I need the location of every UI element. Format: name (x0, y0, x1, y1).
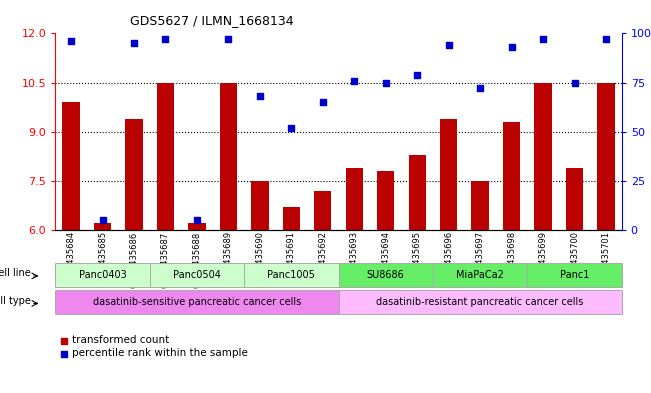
Point (129, 40, 139, 46)
Bar (283, 207, 300, 230)
Point (223, 36, 234, 42)
Point (255, 93, 265, 99)
Bar (62, 102, 79, 230)
Point (569, 79, 579, 86)
Text: Panc0504: Panc0504 (173, 270, 221, 280)
Point (318, 99, 328, 105)
Point (380, 79, 391, 86)
Bar (251, 181, 268, 230)
Bar (346, 168, 363, 230)
Bar (220, 83, 237, 230)
Text: SU8686: SU8686 (367, 270, 404, 280)
Point (286, 125, 296, 131)
Point (412, 72, 422, 78)
Bar (188, 223, 206, 230)
Text: dasatinib-resistant pancreatic cancer cells: dasatinib-resistant pancreatic cancer ce… (376, 297, 584, 307)
Text: cell type: cell type (0, 296, 31, 306)
Text: GDS5627 / ILMN_1668134: GDS5627 / ILMN_1668134 (130, 14, 294, 27)
Bar (534, 83, 551, 230)
Bar (409, 154, 426, 230)
Bar (377, 171, 395, 230)
Bar (126, 119, 143, 230)
Text: Panc0403: Panc0403 (79, 270, 126, 280)
Point (191, 217, 202, 223)
Bar (566, 168, 583, 230)
Bar (598, 83, 615, 230)
Point (506, 44, 517, 50)
Point (538, 36, 548, 42)
Bar (440, 119, 457, 230)
Point (349, 77, 359, 84)
Text: cell line: cell line (0, 268, 31, 279)
Point (160, 36, 171, 42)
Bar (94, 223, 111, 230)
Text: Panc1005: Panc1005 (268, 270, 315, 280)
Point (475, 85, 485, 92)
Legend: transformed count, percentile rank within the sample: transformed count, percentile rank withi… (61, 335, 248, 358)
Text: Panc1: Panc1 (560, 270, 589, 280)
Bar (471, 181, 489, 230)
Point (97, 217, 107, 223)
Text: dasatinib-sensitive pancreatic cancer cells: dasatinib-sensitive pancreatic cancer ce… (93, 297, 301, 307)
Bar (503, 122, 520, 230)
Point (443, 42, 454, 48)
Point (601, 36, 611, 42)
Bar (314, 191, 331, 230)
Bar (157, 83, 174, 230)
Point (66, 38, 76, 44)
Text: MiaPaCa2: MiaPaCa2 (456, 270, 504, 280)
